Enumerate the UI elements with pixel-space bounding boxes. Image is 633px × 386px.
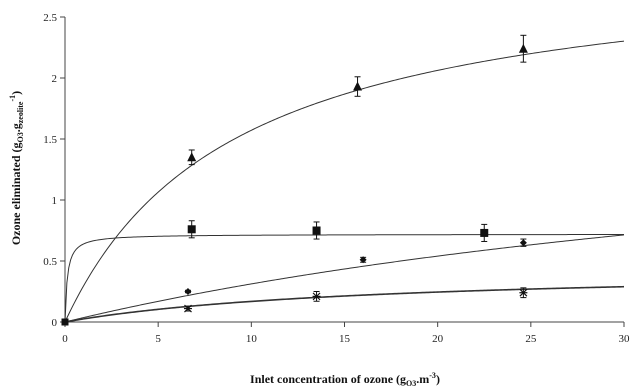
diamond-marker [359,256,367,264]
x-tick-label: 30 [619,333,631,345]
fit-curve-triangle [64,40,625,323]
triangle-marker [518,43,528,53]
x-tick-label: 25 [525,333,537,345]
triangle-marker [353,81,363,91]
x-tick-label: 5 [155,333,161,345]
diamond-marker [519,239,527,247]
fit-curve-square [64,234,625,323]
y-tick-label: 0.5 [43,256,57,268]
y-tick-label: 1 [52,195,58,207]
x-tick-label: 20 [432,333,444,345]
y-tick-label: 1.5 [43,134,57,146]
fit-curves [64,40,625,323]
square-marker [480,228,489,237]
fit-curve-diamond [64,234,625,323]
square-marker [187,225,196,234]
diamond-marker [184,288,192,295]
axes [60,16,625,327]
x-axis-title: Inlet concentration of ozone (gO3.m-3) [250,371,440,386]
data-points [61,34,528,326]
x-tick-label: 0 [62,333,68,345]
tick-labels: 0 0.5 1 1.5 2 2.5 0 5 10 15 20 25 30 [43,12,630,345]
x-tick-label: 15 [339,333,351,345]
square-marker [312,226,321,235]
y-tick-label: 2.5 [43,12,57,24]
triangle-marker [187,152,197,162]
y-tick-label: 2 [52,73,58,85]
y-axis-title: Ozone eliminated (gO3.gzeolite-1) [8,91,25,245]
y-tick-label: 0 [52,317,58,329]
origin-marker [61,318,69,326]
x-tick-label: 10 [246,333,258,345]
fit-curve-star [64,285,625,323]
